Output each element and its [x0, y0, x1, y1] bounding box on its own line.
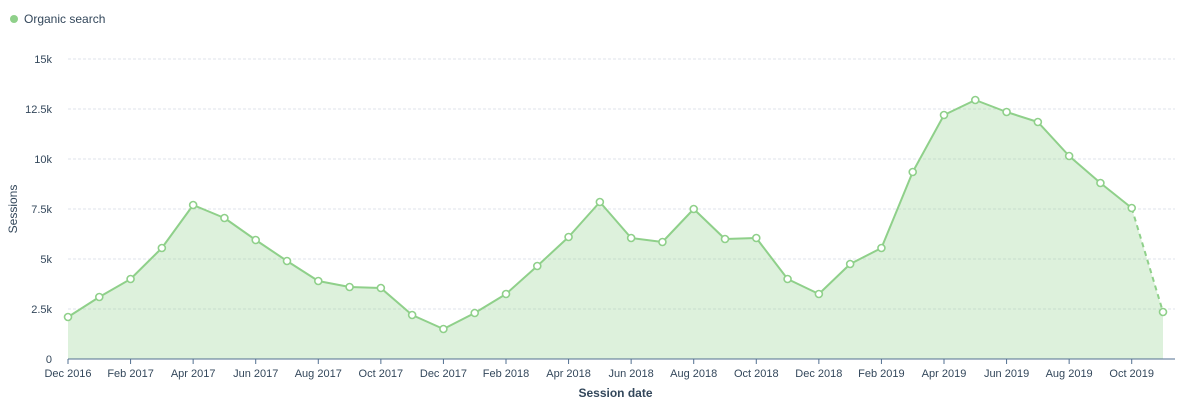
x-tick-label: Apr 2018 — [546, 368, 591, 380]
data-point[interactable] — [1127, 203, 1137, 213]
x-tick-label: Jun 2019 — [984, 368, 1029, 380]
data-point[interactable] — [845, 259, 855, 269]
data-point[interactable] — [626, 233, 636, 243]
data-point[interactable] — [407, 310, 417, 320]
data-point[interactable] — [814, 289, 824, 299]
data-point[interactable] — [345, 282, 354, 292]
legend-label-organic-search: Organic search — [24, 12, 106, 26]
x-tick-label: Apr 2017 — [171, 368, 216, 380]
x-tick-label: Aug 2017 — [295, 368, 342, 380]
data-point[interactable] — [970, 95, 980, 105]
x-tick-label: Dec 2018 — [795, 368, 842, 380]
data-point[interactable] — [220, 213, 229, 223]
series-area-organic-search — [68, 100, 1163, 359]
data-point[interactable] — [877, 243, 886, 253]
series-line-partial-period — [1130, 207, 1164, 313]
data-point[interactable] — [1096, 178, 1105, 188]
data-point[interactable] — [658, 237, 667, 247]
data-point[interactable] — [157, 243, 167, 253]
y-tick-label: 5k — [40, 254, 52, 266]
data-point[interactable] — [470, 308, 480, 318]
x-tick-label: Aug 2019 — [1046, 368, 1093, 380]
y-axis-title: Sessions — [6, 185, 20, 234]
data-point[interactable] — [313, 276, 323, 286]
x-axis-title: Session date — [578, 386, 652, 400]
data-point[interactable] — [439, 324, 448, 334]
data-point[interactable] — [564, 232, 573, 242]
y-tick-label: 10k — [34, 154, 52, 166]
chart-legend[interactable]: Organic search — [10, 12, 105, 26]
data-point[interactable] — [1158, 307, 1168, 317]
x-tick-label: Oct 2019 — [1109, 368, 1154, 380]
data-point[interactable] — [532, 261, 542, 271]
x-tick-label: Feb 2018 — [483, 368, 529, 380]
y-tick-label: 7.5k — [31, 204, 52, 216]
data-point[interactable] — [94, 292, 104, 302]
data-point[interactable] — [1002, 107, 1011, 117]
data-point[interactable] — [908, 167, 918, 177]
y-tick-label: 15k — [34, 54, 52, 66]
x-tick-label: Oct 2018 — [734, 368, 779, 380]
data-point[interactable] — [376, 283, 386, 293]
data-point[interactable] — [188, 200, 198, 210]
x-tick-label: Aug 2018 — [670, 368, 717, 380]
data-point[interactable] — [1033, 117, 1043, 127]
data-point[interactable] — [783, 274, 792, 284]
x-tick-label: Dec 2016 — [44, 368, 91, 380]
data-point[interactable] — [251, 235, 261, 245]
data-point[interactable] — [751, 233, 761, 243]
data-point[interactable] — [689, 204, 699, 214]
y-tick-label: 0 — [46, 354, 52, 366]
x-tick-label: Dec 2017 — [420, 368, 467, 380]
data-point[interactable] — [501, 289, 511, 299]
legend-marker-organic-search — [10, 15, 18, 23]
x-tick-label: Jun 2018 — [609, 368, 654, 380]
data-point[interactable] — [720, 234, 730, 244]
x-tick-label: Apr 2019 — [922, 368, 967, 380]
data-point[interactable] — [63, 312, 73, 322]
data-point[interactable] — [595, 197, 605, 207]
x-tick-label: Feb 2019 — [858, 368, 904, 380]
y-tick-label: 2.5k — [31, 304, 52, 316]
x-tick-label: Oct 2017 — [359, 368, 404, 380]
y-tick-label: 12.5k — [25, 104, 52, 116]
data-point[interactable] — [939, 110, 949, 120]
data-point[interactable] — [1064, 151, 1074, 161]
data-point[interactable] — [126, 274, 135, 284]
data-point[interactable] — [282, 256, 292, 266]
x-tick-label: Feb 2017 — [107, 368, 153, 380]
x-tick-label: Jun 2017 — [233, 368, 278, 380]
